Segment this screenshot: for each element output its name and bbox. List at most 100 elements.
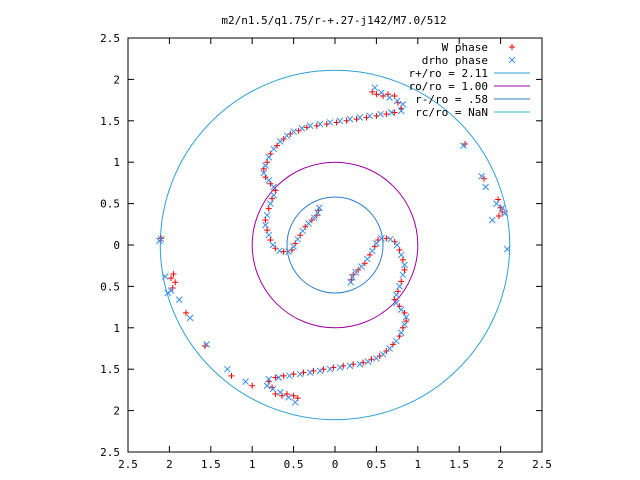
drho-phase-point (269, 385, 277, 393)
drho-phase-point (356, 360, 364, 368)
legend-marker (508, 56, 516, 64)
drho-phase-point (164, 289, 172, 297)
drho-phase-point (262, 221, 269, 229)
w-phase-point (401, 266, 408, 273)
drho-phase-point (294, 235, 302, 243)
x-tick-label: 0.5 (366, 458, 386, 471)
drho-phase-point (379, 350, 387, 358)
drho-phase-point (387, 235, 394, 243)
chart-title: m2/n1.5/q1.75/r-+.27-j142/M7.0/512 (221, 14, 446, 27)
drho-phase-point (298, 124, 306, 132)
w-phase-point (274, 142, 281, 149)
drho-phase-point (356, 114, 364, 121)
w-phase-point (228, 372, 235, 379)
drho-phase-point (501, 210, 509, 217)
drho-phase-point (305, 220, 312, 227)
drho-phase-point (493, 200, 500, 207)
y-tick-label: 2 (113, 73, 120, 86)
legend-label: r-/ro = .58 (415, 93, 488, 106)
drho-phase-point (364, 358, 372, 366)
drho-phase-point (363, 255, 371, 263)
drho-phase-point (503, 245, 511, 253)
drho-phase-point (402, 313, 410, 321)
x-tick-label: 0.5 (284, 458, 304, 471)
drho-phase-point (387, 109, 395, 116)
drho-phase-point (401, 261, 408, 269)
circle-ro (251, 161, 419, 329)
w-phase-point (383, 111, 390, 118)
drho-phase-point (263, 382, 271, 390)
circle-r (159, 69, 511, 421)
w-phase-point (264, 227, 271, 234)
drho-phase-point (368, 247, 376, 255)
w-phase-point (373, 91, 380, 98)
drho-phase-point (299, 227, 307, 235)
w-phase-point (182, 309, 189, 316)
w-phase-point (280, 248, 287, 255)
drho-phase-point (203, 341, 211, 348)
w-phase-point (391, 109, 398, 116)
legend-label: W phase (442, 41, 488, 54)
drho-phase-point (397, 306, 405, 313)
drho-phase-point (399, 100, 407, 108)
y-tick-label: 2 (113, 405, 120, 418)
x-tick-label: 0 (332, 458, 339, 471)
drho-phase-point (260, 169, 268, 177)
y-tick-label: 1.5 (100, 363, 120, 376)
drho-phase-point (275, 374, 283, 381)
circle-r (286, 196, 384, 294)
drho-phase-point (401, 321, 408, 328)
legend-label: drho phase (422, 54, 488, 67)
x-tick-label: 1 (414, 458, 421, 471)
y-tick-label: 0.5 (100, 280, 120, 293)
drho-phase-point (346, 115, 354, 123)
drho-phase-point (270, 183, 278, 191)
drho-phase-point (265, 153, 273, 161)
w-phase-point (495, 213, 502, 220)
drho-phase-point (378, 89, 385, 97)
drho-phase-point (386, 94, 394, 101)
drho-phase-point (290, 243, 297, 251)
drho-phase-point (276, 389, 284, 396)
w-phase-point (290, 392, 297, 399)
drho-phase-point (459, 142, 467, 149)
drho-phase-point (306, 369, 314, 376)
y-tick-label: 1 (113, 156, 120, 169)
drho-phase-point (349, 273, 356, 281)
drho-phase-point (310, 214, 318, 222)
w-phase-point (249, 382, 256, 389)
drho-phase-point (262, 162, 269, 169)
drho-phase-point (397, 107, 405, 115)
w-phase-point (383, 347, 390, 354)
w-phase-point (383, 235, 390, 242)
drho-phase-point (315, 204, 323, 212)
x-tick-label: 2 (497, 458, 504, 471)
w-phase-point (499, 208, 506, 215)
drho-phase-point (392, 291, 400, 299)
legend-label: rc/ro = NaN (415, 106, 488, 119)
w-phase-point (272, 374, 279, 381)
phase-points (156, 84, 511, 406)
drho-phase-point (352, 268, 360, 276)
drho-phase-point (242, 378, 249, 385)
drho-phase-point (267, 200, 274, 207)
drho-phase-point (286, 372, 293, 380)
y-tick-label: 2.5 (100, 32, 120, 45)
legend-label: r+/ro = 2.11 (409, 67, 488, 80)
drho-phase-point (270, 145, 278, 153)
drho-phase-point (265, 231, 273, 239)
drho-phase-point (346, 362, 354, 370)
x-tick-label: 2 (166, 458, 173, 471)
x-tick-label: 2.5 (118, 458, 138, 471)
drho-phase-point (393, 97, 401, 105)
drho-phase-point (336, 117, 344, 125)
w-phase-point (172, 279, 179, 286)
drho-phase-point (265, 375, 273, 383)
drho-phase-point (399, 271, 407, 279)
drho-phase-point (283, 132, 291, 140)
drho-phase-point (175, 296, 183, 304)
drho-phase-point (291, 398, 299, 406)
w-phase-point (158, 235, 165, 242)
drho-phase-point (373, 355, 380, 362)
